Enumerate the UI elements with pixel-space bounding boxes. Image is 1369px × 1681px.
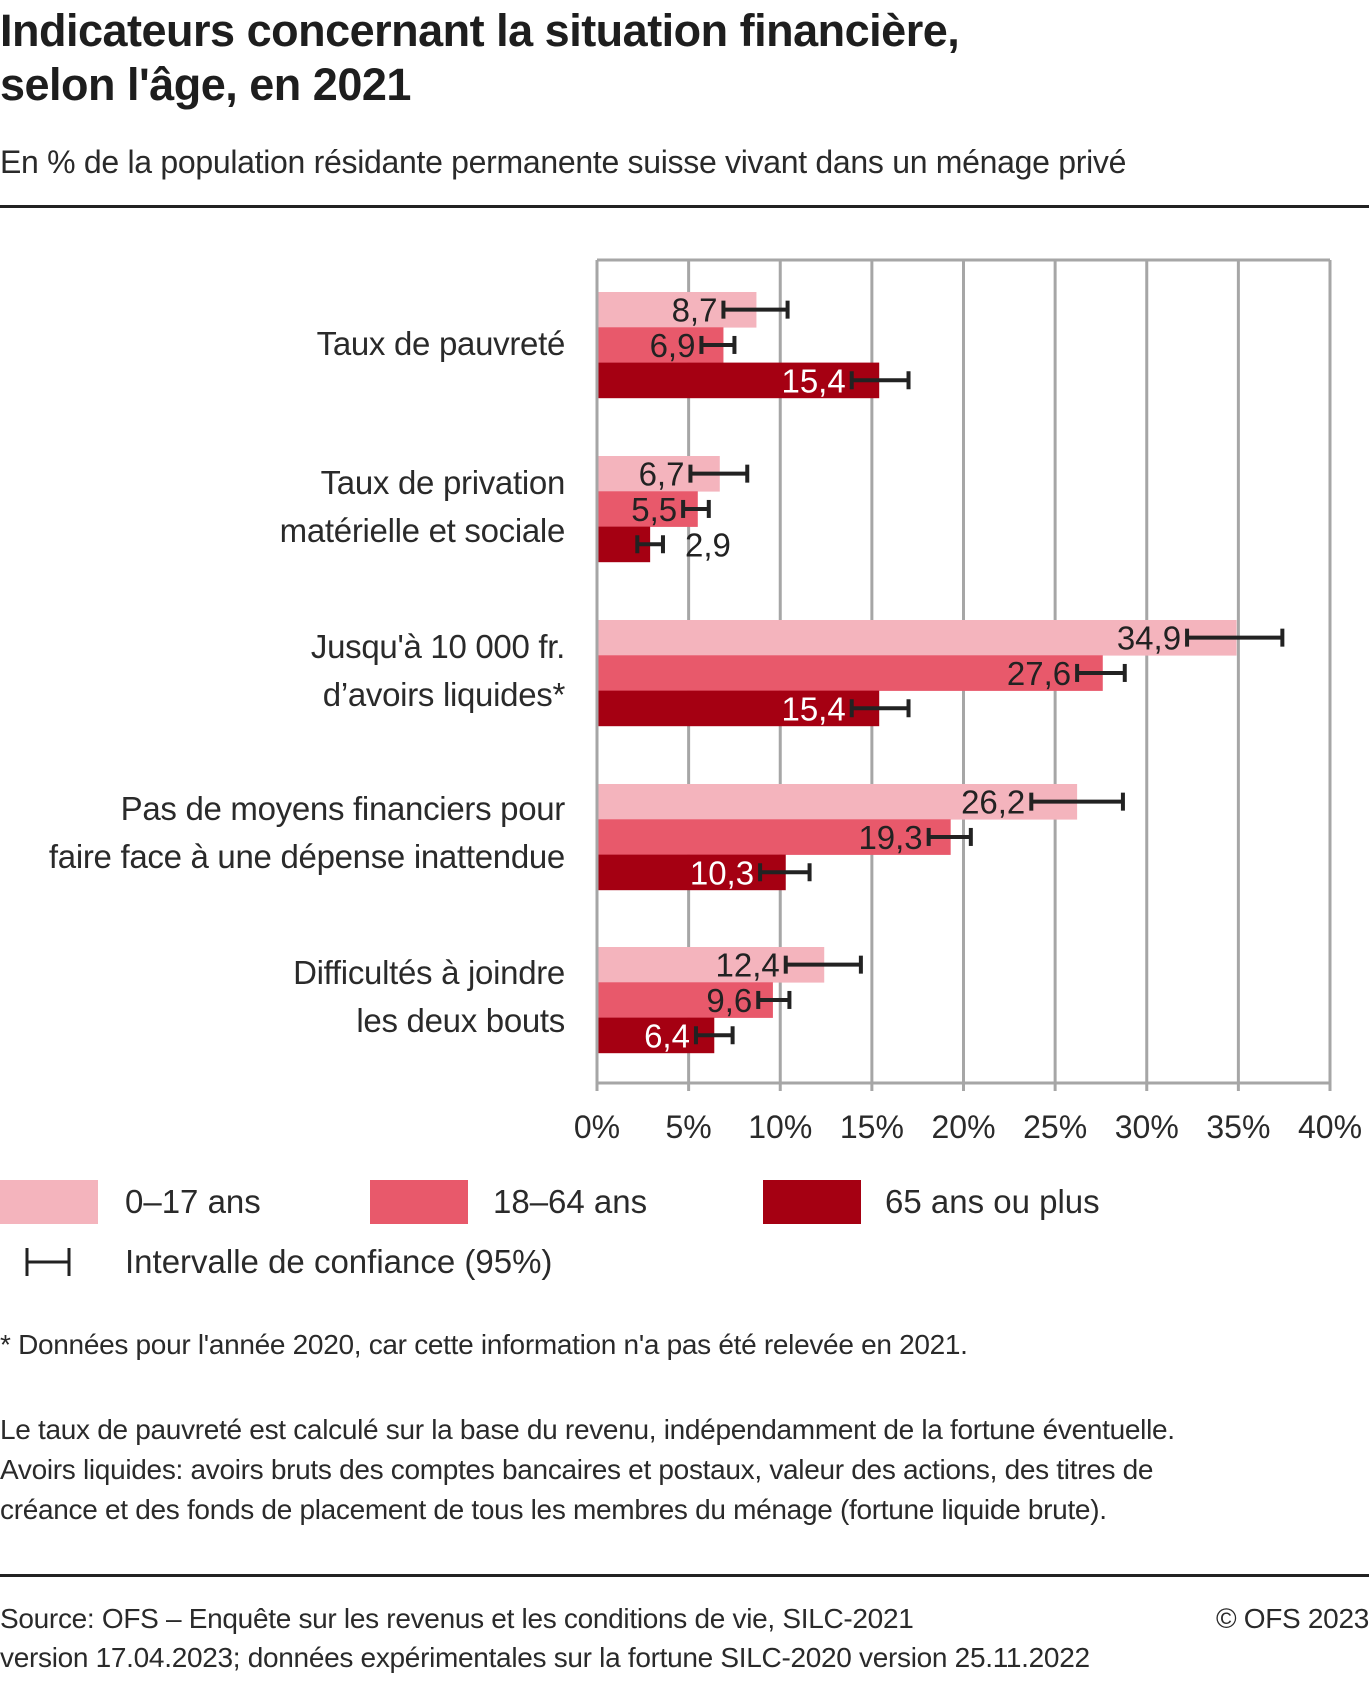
category-label-line: Taux de privation — [320, 464, 566, 501]
data-label: 6,9 — [650, 327, 696, 364]
x-tick-label: 5% — [666, 1109, 712, 1145]
category-label-line: Pas de moyens financiers pour — [120, 790, 566, 827]
copyright: © OFS 2023 — [1215, 1603, 1369, 1634]
category-label-line: les deux bouts — [356, 1002, 565, 1039]
x-tick-label: 25% — [1023, 1109, 1087, 1145]
chart-subtitle: En % de la population résidante permanen… — [0, 144, 1127, 180]
legend-label-confidence-interval: Intervalle de confiance (95%) — [125, 1243, 553, 1280]
legend-label-0-17: 0–17 ans — [125, 1183, 261, 1220]
category-label-line: Jusqu'à 10 000 fr. — [310, 628, 565, 665]
chart-title-line-2: selon l'âge, en 2021 — [0, 59, 411, 110]
bar — [598, 362, 880, 399]
data-label: 10,3 — [690, 854, 754, 891]
legend-swatch-0-17 — [0, 1180, 98, 1224]
data-label: 6,4 — [644, 1017, 690, 1054]
x-tick-label: 20% — [931, 1109, 995, 1145]
category-label-line: matérielle et sociale — [279, 512, 566, 549]
x-tick-label: 15% — [840, 1109, 904, 1145]
data-label: 9,6 — [706, 982, 752, 1019]
category-label-material-deprivation: Taux de privation matérielle et sociale — [279, 459, 566, 555]
source-line-1: Source: OFS – Enquête sur les revenus et… — [0, 1603, 914, 1634]
x-tick-label: 40% — [1298, 1109, 1362, 1145]
chart-title-line-1: Indicateurs concernant la situation fina… — [0, 5, 960, 56]
category-label-poverty: Taux de pauvreté — [316, 320, 566, 368]
header-divider — [0, 205, 1369, 208]
bar — [598, 620, 1237, 656]
bar-chart: 0% 5% 10% 15% 20% 25% 30% 35% 40% 8,7 6,7 34,9 26,2 1… — [574, 258, 1362, 1145]
bar — [598, 655, 1103, 691]
category-label-line: Difficultés à joindre — [293, 954, 565, 991]
bar — [598, 854, 786, 891]
data-label: 19,3 — [858, 819, 922, 856]
data-label: 34,9 — [1117, 620, 1181, 657]
category-label-unexpected-expense: Pas de moyens financiers pour faire face… — [49, 785, 565, 881]
category-label-line: d’avoirs liquides* — [322, 676, 566, 713]
source-line-2: version 17.04.2023; données expérimental… — [0, 1642, 1090, 1673]
bar — [598, 982, 773, 1018]
legend-label-65-plus: 65 ans ou plus — [885, 1183, 1100, 1220]
data-label: 27,6 — [1007, 655, 1071, 692]
legend-label-18-64: 18–64 ans — [493, 1183, 648, 1220]
data-label: 6,7 — [639, 456, 685, 493]
bar — [598, 690, 880, 727]
category-label-line: Taux de pauvreté — [316, 325, 566, 362]
note-definition-line-2: Avoirs liquides: avoirs bruts des compte… — [0, 1454, 1154, 1485]
category-label-liquid-assets: Jusqu'à 10 000 fr. d’avoirs liquides* — [311, 623, 565, 719]
x-tick-label: 30% — [1115, 1109, 1179, 1145]
confidence-interval-legend-icon — [25, 1248, 71, 1276]
data-label: 26,2 — [961, 784, 1025, 821]
x-tick-label: 0% — [574, 1109, 620, 1145]
data-label: 8,7 — [672, 292, 718, 329]
data-label: 2,9 — [685, 526, 731, 563]
x-tick-label: 10% — [748, 1109, 812, 1145]
note-definition-line-1: Le taux de pauvreté est calculé sur la b… — [0, 1414, 1175, 1445]
bar — [598, 819, 951, 855]
data-label: 15,4 — [781, 690, 845, 727]
category-label-line: faire face à une dépense inattendue — [48, 838, 565, 875]
data-label: 5,5 — [631, 491, 677, 528]
legend-swatch-18-64 — [370, 1180, 468, 1224]
category-label-make-ends-meet: Difficultés à joindre les deux bouts — [293, 949, 565, 1045]
footnote-asterisk: * Données pour l'année 2020, car cette i… — [0, 1329, 968, 1360]
bar — [598, 784, 1078, 820]
legend-swatch-65-plus — [763, 1180, 861, 1224]
footer-divider — [0, 1574, 1369, 1577]
data-label: 15,4 — [781, 362, 845, 399]
note-definition-line-3: créance et des fonds de placement de tou… — [0, 1494, 1107, 1525]
data-label: 12,4 — [716, 947, 780, 984]
chart-title: Indicateurs concernant la situation fina… — [0, 4, 1360, 112]
x-tick-label: 35% — [1206, 1109, 1270, 1145]
